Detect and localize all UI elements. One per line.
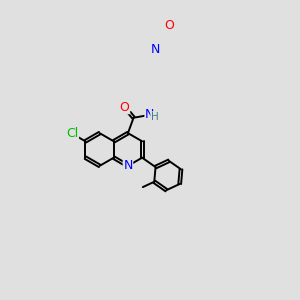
Text: O: O <box>164 19 174 32</box>
Text: H: H <box>151 112 159 122</box>
Text: N: N <box>123 159 133 172</box>
Text: N: N <box>151 43 160 56</box>
Text: Cl: Cl <box>66 127 79 140</box>
Text: N: N <box>145 108 154 122</box>
Text: O: O <box>120 100 130 114</box>
